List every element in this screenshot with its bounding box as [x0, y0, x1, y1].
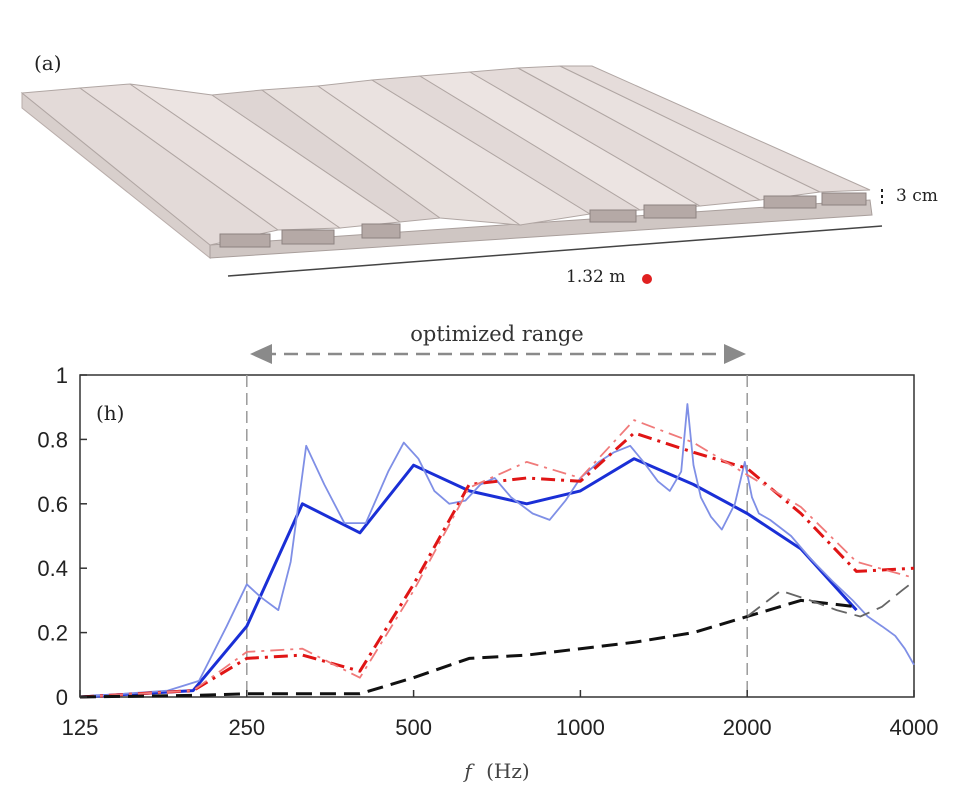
y-tick-label: 0.6	[37, 492, 68, 517]
plot-frame	[79, 374, 915, 698]
x-tick-label: 1000	[556, 715, 605, 740]
height-dim-label: 3 cm	[896, 186, 938, 206]
y-tick-label: 0.2	[37, 621, 68, 646]
arrowhead-left	[250, 344, 272, 364]
series-line-2	[79, 403, 915, 698]
y-axis-ticks: 0 0.2 0.4 0.6 0.8 1	[37, 363, 87, 710]
arrowhead-right	[724, 344, 746, 364]
series-line-3	[79, 431, 915, 699]
x-tick-label: 2000	[723, 715, 772, 740]
length-dim-line	[227, 225, 883, 277]
x-axis-unit: (Hz)	[486, 759, 530, 783]
series-line-6	[746, 580, 915, 618]
length-dim-label: 1.32 m	[566, 267, 625, 287]
slat-11	[559, 65, 871, 193]
series-line-5	[79, 598, 857, 699]
front-openings	[219, 192, 867, 248]
x-tick-label: 4000	[890, 715, 939, 740]
x-axis-label: f (Hz)	[462, 759, 529, 783]
optimized-range-label: optimized range	[410, 322, 583, 346]
x-tick-label: 500	[395, 715, 432, 740]
x-axis-variable: f	[462, 759, 475, 783]
y-tick-label: 1	[56, 363, 68, 388]
y-tick-label: 0.4	[37, 556, 68, 581]
x-tick-label: 125	[62, 715, 99, 740]
panel-h: optimized range 125 250 500 1000 2000 4000 00…	[37, 322, 938, 783]
panel-h-label: (h)	[96, 401, 125, 425]
series-line-1	[79, 457, 858, 699]
series-line-4	[79, 419, 915, 698]
red-marker-dot	[642, 274, 652, 284]
panel-a-label: (a)	[34, 51, 62, 75]
y-tick-label: 0.8	[37, 427, 68, 452]
x-axis-ticks: 125 250 500 1000 2000 4000	[62, 690, 939, 740]
series-layer	[79, 403, 915, 699]
x-tick-label: 250	[228, 715, 265, 740]
y-tick-label: 0	[56, 685, 68, 710]
panel-a: (a) 3 cm 1.32 m	[20, 51, 938, 287]
